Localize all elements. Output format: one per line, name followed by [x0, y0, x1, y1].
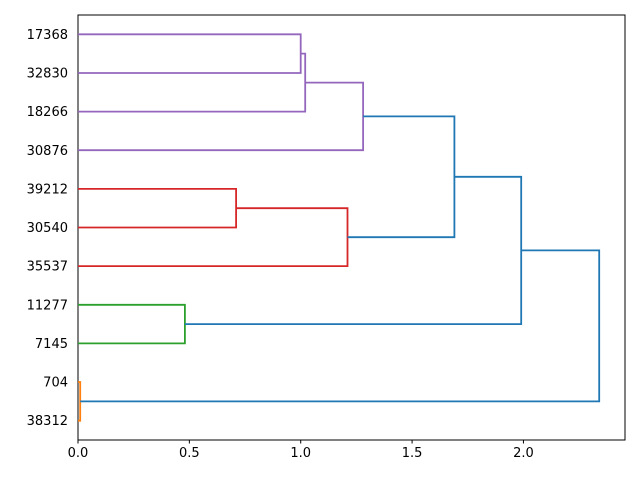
- dendrogram-link: [80, 249, 601, 403]
- leaf-label: 30876: [27, 144, 68, 159]
- leaf-label: 30540: [27, 221, 68, 236]
- leaf-label: 32830: [27, 67, 68, 82]
- x-tick-label: 0.5: [179, 446, 200, 461]
- leaf-label: 38312: [27, 414, 68, 429]
- leaf-label: 35537: [27, 260, 68, 275]
- leaf-label: 7145: [35, 337, 68, 352]
- leaf-label: 39212: [27, 182, 68, 197]
- leaf-label: 11277: [27, 298, 68, 313]
- leaf-label: 704: [43, 376, 68, 391]
- x-tick-label: 2.0: [513, 446, 534, 461]
- x-tick-label: 0.0: [68, 446, 89, 461]
- x-tick-label: 1.0: [290, 446, 311, 461]
- x-tick-label: 1.5: [402, 446, 423, 461]
- leaf-label: 17368: [27, 28, 68, 43]
- leaf-label: 18266: [27, 105, 68, 120]
